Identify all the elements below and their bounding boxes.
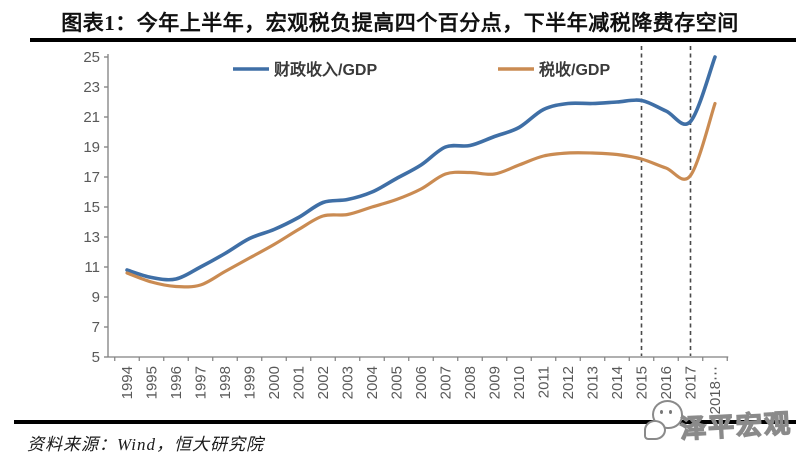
axes	[107, 54, 729, 358]
x-tick-label: 2006	[413, 366, 430, 399]
x-tick-label: 1995	[144, 366, 161, 399]
x-tick-label: 2014	[609, 366, 626, 399]
logo-bubble-big	[652, 400, 683, 429]
x-tick-label: 2018⋯	[707, 366, 724, 414]
x-tick-label: 1994	[119, 366, 136, 399]
x-axis-labels: 1994 1995 1996 1997 1998 1999 2000 2001 2002 2003…	[114, 357, 728, 414]
watermark: 泽平宏观	[642, 398, 794, 446]
x-tick-label: 2001	[291, 366, 308, 399]
y-tick-label: 15	[83, 199, 100, 216]
series-line-tax	[125, 101, 717, 289]
legend-label: 税收/GDP	[539, 60, 610, 79]
watermark-text: 泽平宏观	[679, 407, 794, 444]
y-tick-label: 21	[83, 109, 100, 126]
x-tick-label: 2008	[462, 366, 479, 399]
x-tick-label: 1996	[168, 366, 185, 399]
y-tick-label: 17	[83, 169, 100, 186]
chart-title: 图表1：今年上半年，宏观税负提高四个百分点，下半年减税降费存空间	[61, 11, 739, 35]
x-tick-label: 1999	[242, 366, 259, 399]
y-tick-label: 19	[83, 139, 100, 156]
x-tick-label: 2000	[266, 366, 283, 399]
y-axis-labels: 5 7 9 11 13 15 17 19 21 23 25	[83, 49, 108, 366]
title-underline-rule	[30, 38, 796, 42]
x-tick-label: 1998	[217, 366, 234, 399]
legend: 财政收入/GDP 税收/GDP	[233, 60, 610, 79]
x-tick-label: 2009	[487, 366, 504, 399]
y-tick-label: 25	[83, 49, 100, 66]
x-tick-label: 2015	[634, 366, 651, 399]
source-text: 资料来源：Wind，恒大研究院	[27, 435, 264, 454]
y-tick-label: 23	[83, 79, 100, 96]
zeping-macro-logo-icon	[644, 400, 684, 444]
dashed-marker-lines	[640, 46, 692, 356]
x-tick-label: 2010	[511, 366, 528, 399]
y-tick-label: 9	[92, 289, 100, 306]
series-line-fiscal-revenue	[125, 55, 717, 282]
y-tick-label: 7	[92, 319, 100, 336]
legend-item: 税收/GDP	[498, 60, 610, 79]
y-tick-label: 13	[83, 229, 100, 246]
x-tick-label: 2002	[315, 366, 332, 399]
y-tick-label: 11	[84, 259, 100, 276]
x-tick-label: 2007	[438, 366, 455, 399]
x-tick-label: 2012	[560, 366, 577, 399]
x-tick-label: 2004	[364, 366, 381, 399]
x-tick-label: 1997	[193, 366, 210, 399]
legend-item: 财政收入/GDP	[233, 60, 377, 79]
series-lines	[125, 55, 717, 289]
x-tick-label: 2017	[683, 366, 700, 399]
legend-label: 财政收入/GDP	[273, 60, 377, 79]
x-tick-label: 2003	[340, 366, 357, 399]
x-tick-label: 2013	[585, 366, 602, 399]
y-tick-label: 5	[92, 349, 100, 366]
x-tick-label: 2005	[389, 366, 406, 399]
x-tick-label: 2011	[536, 366, 553, 398]
logo-bubble-small	[644, 420, 666, 440]
x-tick-label: 2016	[658, 366, 675, 399]
chart-area: 5 7 9 11 13 15 17 19 21 23 25 1994 1995 1996 1997 1998 1…	[83, 46, 729, 414]
footer-rule	[14, 420, 796, 424]
